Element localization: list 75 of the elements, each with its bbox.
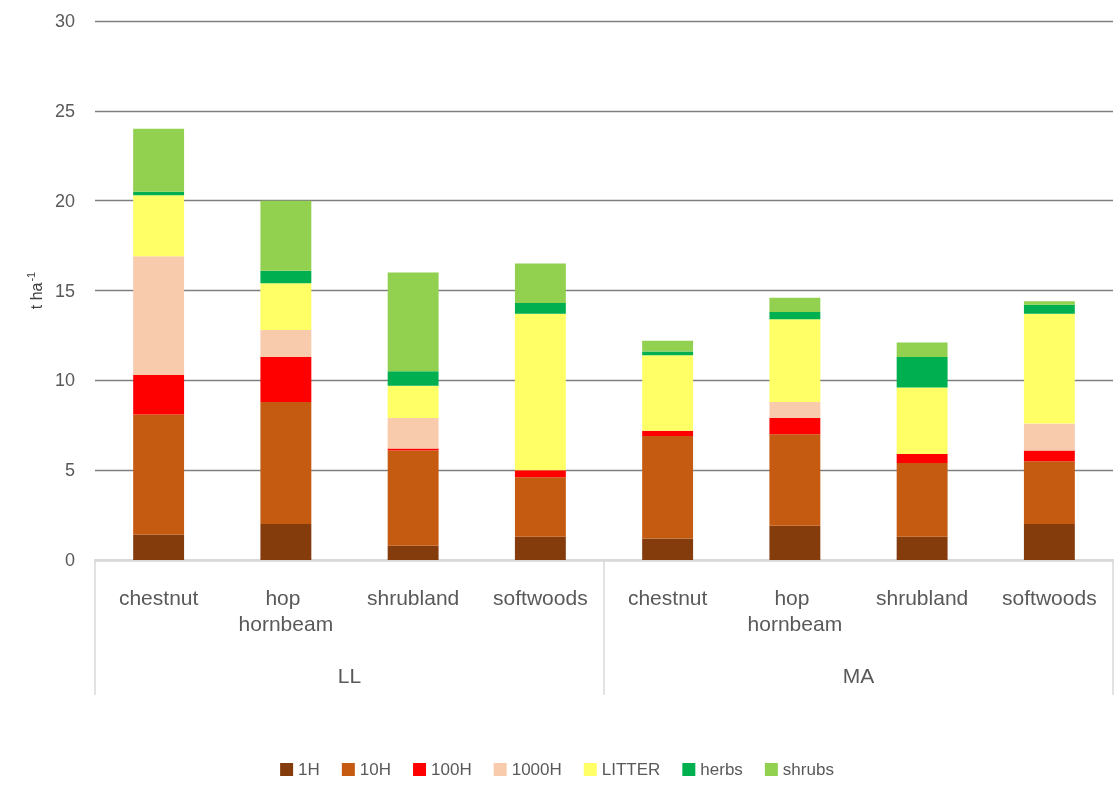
bar [133,128,185,192]
bar [1023,304,1075,314]
legend-label: 1H [298,760,320,779]
bar [642,436,694,539]
bar [642,340,694,352]
bar [387,450,439,546]
x-tick-label: softwoods [493,585,588,609]
bar [514,477,566,537]
bar [1023,450,1075,462]
legend-label: shrubs [782,760,834,779]
x-tick-label: chestnut [118,585,199,609]
bar [769,418,821,435]
bar [896,342,948,357]
bar [387,385,439,419]
y-tick-label: 15 [54,280,75,301]
bar [896,454,948,463]
bar [896,462,948,537]
y-tick-label: 20 [54,190,75,211]
y-tick-label: 25 [54,100,75,121]
bar [387,545,439,560]
bar [514,303,566,314]
bar [769,525,821,560]
bar [133,534,185,560]
bar [260,270,312,284]
x-tick-label: hop hornbeam [747,585,843,635]
legend-label: LITTER [601,760,661,779]
bar [896,356,948,388]
x-tick-label: shrubland [876,585,969,609]
y-tick-label: 10 [54,370,75,391]
bar [387,371,439,386]
bar [769,312,821,320]
bar [387,418,439,449]
x-tick-label: chestnut [627,585,708,609]
legend-label: 10H [359,760,392,779]
bar [260,401,312,525]
bar [1023,461,1075,525]
bar [769,319,821,402]
y-axis-title: t ha-1 [25,271,45,310]
bar [260,200,312,271]
text: MA [842,664,875,687]
bar [514,470,566,478]
bar [896,387,948,454]
bar [387,272,439,372]
bar [260,283,312,331]
bar [514,263,566,304]
bar [896,536,948,560]
bar [1023,301,1075,305]
bar [642,355,694,431]
legend-label: herbs [700,760,743,779]
x-tick-label: hop hornbeam [238,585,334,635]
bar [260,330,312,357]
y-tick-label: 30 [54,11,75,31]
bar [1023,423,1075,451]
bar [1023,524,1075,560]
x-tick-label: softwoods [1002,585,1097,609]
bar [642,430,694,437]
bar [133,414,185,535]
bar [769,297,821,313]
bar [769,401,821,419]
bar [260,524,312,560]
bar [1023,313,1075,424]
y-tick-label: 0 [64,550,75,570]
bar [514,313,566,471]
bar [133,256,185,375]
bar [514,536,566,560]
bar [769,434,821,526]
bar [133,195,185,257]
legend-label: 1000H [511,760,562,779]
bar [642,538,694,560]
text: LL [337,664,362,687]
x-tick-label: shrubland [367,585,460,609]
bar [260,356,312,402]
bar [133,374,185,415]
y-tick-label: 5 [64,460,75,481]
legend-label: 100H [431,760,472,779]
